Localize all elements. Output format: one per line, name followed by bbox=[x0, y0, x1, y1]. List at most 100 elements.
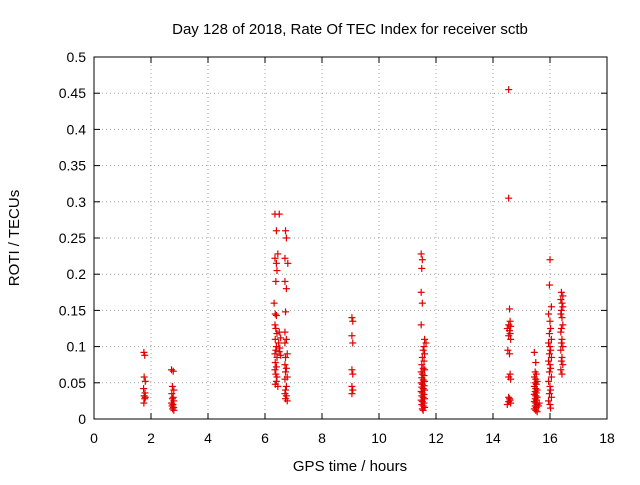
data-point-marker bbox=[349, 317, 357, 325]
data-point-marker bbox=[506, 305, 514, 313]
data-point-marker bbox=[271, 321, 279, 329]
y-tick-label: 0.2 bbox=[67, 266, 87, 282]
data-point-marker bbox=[169, 405, 177, 413]
data-point-marker bbox=[141, 395, 149, 403]
data-point-marker bbox=[559, 292, 567, 300]
data-point-marker bbox=[271, 366, 279, 374]
data-point-marker bbox=[348, 382, 356, 390]
axis-ticks bbox=[93, 56, 608, 420]
data-point-marker bbox=[545, 368, 553, 376]
x-tick-label: 16 bbox=[542, 430, 558, 446]
data-point-marker bbox=[545, 397, 553, 405]
data-point-marker bbox=[558, 299, 566, 307]
data-point-marker bbox=[281, 361, 289, 369]
data-point-marker bbox=[505, 194, 513, 202]
data-point-marker bbox=[419, 346, 427, 354]
data-point-marker bbox=[547, 335, 555, 343]
data-point-marker bbox=[348, 314, 356, 322]
data-point-marker bbox=[284, 259, 292, 267]
data-point-marker bbox=[547, 404, 555, 412]
data-point-marker bbox=[275, 210, 283, 218]
y-tick-label: 0.35 bbox=[59, 158, 86, 174]
data-point-marker bbox=[272, 259, 280, 267]
data-point-marker bbox=[557, 310, 565, 318]
data-point-marker bbox=[141, 377, 149, 385]
y-tick-label: 0.25 bbox=[59, 230, 86, 246]
data-point-marker bbox=[275, 348, 283, 356]
data-point-marker bbox=[170, 386, 178, 394]
data-point-marker bbox=[168, 366, 176, 374]
data-point-marker bbox=[503, 401, 511, 409]
data-point-marker bbox=[283, 397, 291, 405]
data-point-marker bbox=[557, 296, 565, 304]
data-point-marker bbox=[271, 350, 279, 358]
data-point-marker bbox=[282, 227, 290, 235]
data-point-marker bbox=[533, 408, 541, 416]
data-point-marker bbox=[557, 288, 565, 296]
data-point-marker bbox=[348, 332, 356, 340]
data-point-marker bbox=[282, 353, 290, 361]
data-point-marker bbox=[140, 399, 148, 407]
data-point-marker bbox=[559, 361, 567, 369]
x-tick-label: 8 bbox=[318, 430, 326, 446]
data-point-marker bbox=[418, 361, 426, 369]
data-point-marker bbox=[349, 386, 357, 394]
data-point-marker bbox=[547, 373, 555, 381]
data-point-marker bbox=[282, 382, 290, 390]
data-point-marker bbox=[506, 350, 514, 358]
data-point-marker bbox=[547, 325, 555, 332]
data-point-marker bbox=[281, 339, 289, 347]
data-point-marker bbox=[507, 335, 515, 343]
data-point-marker bbox=[273, 267, 281, 275]
data-point-marker bbox=[270, 299, 278, 307]
x-tick-label: 10 bbox=[371, 430, 387, 446]
data-point-marker bbox=[422, 339, 430, 347]
data-points bbox=[140, 86, 567, 416]
data-point-marker bbox=[417, 288, 425, 296]
data-point-marker bbox=[271, 335, 279, 343]
data-point-marker bbox=[418, 405, 426, 413]
data-point-marker bbox=[282, 368, 290, 376]
data-point-marker bbox=[505, 86, 513, 94]
data-point-marker bbox=[419, 364, 427, 372]
x-tick-label: 18 bbox=[599, 430, 615, 446]
data-point-marker bbox=[532, 406, 540, 414]
data-point-marker bbox=[272, 346, 280, 354]
data-point-marker bbox=[271, 254, 279, 262]
data-point-marker bbox=[558, 314, 566, 322]
y-tick-label: 0.15 bbox=[59, 302, 86, 318]
data-point-marker bbox=[277, 334, 285, 342]
data-point-marker bbox=[557, 328, 565, 336]
y-axis-label: ROTI / TECUs bbox=[6, 190, 23, 286]
data-point-marker bbox=[272, 311, 280, 319]
data-point-marker bbox=[418, 264, 426, 272]
data-point-marker bbox=[140, 373, 148, 381]
data-point-marker bbox=[418, 299, 426, 307]
data-point-marker bbox=[557, 357, 565, 365]
data-point-marker bbox=[545, 350, 553, 358]
data-point-marker bbox=[168, 382, 176, 390]
data-point-marker bbox=[283, 350, 291, 358]
data-point-marker bbox=[547, 353, 555, 361]
plot-frame bbox=[93, 56, 608, 420]
data-point-marker bbox=[545, 330, 553, 338]
y-tick-label: 0.45 bbox=[59, 85, 86, 101]
data-point-marker bbox=[349, 370, 357, 378]
data-point-marker bbox=[275, 339, 283, 347]
data-point-marker bbox=[418, 256, 426, 264]
data-point-marker bbox=[559, 343, 567, 351]
y-tick-label: 0 bbox=[78, 411, 86, 427]
data-point-marker bbox=[546, 256, 554, 264]
data-point-marker bbox=[420, 343, 428, 351]
y-tick-label: 0.1 bbox=[67, 339, 87, 355]
data-point-marker bbox=[545, 339, 553, 347]
data-point-marker bbox=[281, 277, 289, 285]
data-point-marker bbox=[141, 351, 149, 359]
x-tick-label: 4 bbox=[204, 430, 212, 446]
data-point-marker bbox=[282, 335, 290, 343]
x-tick-label: 0 bbox=[90, 430, 98, 446]
data-point-marker bbox=[559, 303, 567, 311]
data-point-marker bbox=[348, 390, 356, 398]
